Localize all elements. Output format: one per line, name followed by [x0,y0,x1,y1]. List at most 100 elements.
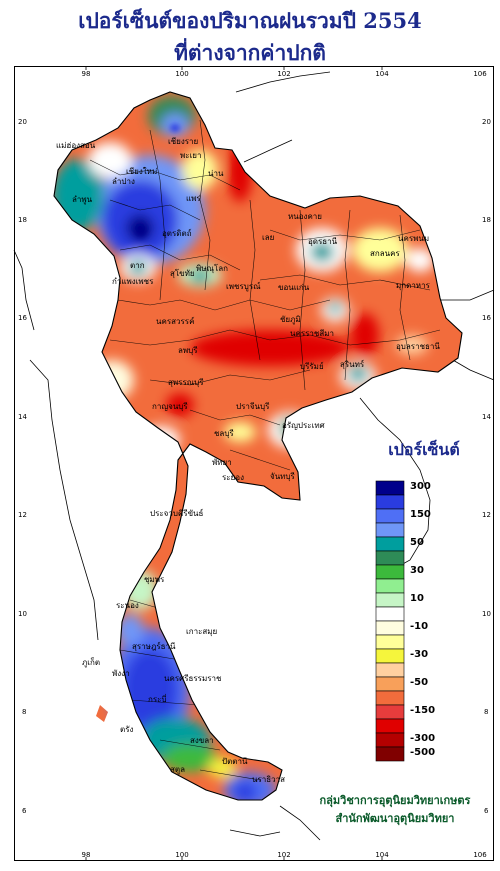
province-label: ลำพูน [72,195,93,205]
province-label: สตูล [170,765,185,775]
legend-label: 30 [410,565,424,576]
province-label: เลย [262,233,274,242]
right-tick: 6 [484,807,489,815]
map-frame [14,66,494,861]
province-label: ขอนแก่น [278,283,310,292]
legend-title: เปอร์เซ็นต์ [388,438,459,459]
province-label: แพร่ [186,194,201,203]
legend-swatch [375,704,405,720]
province-label: ปัตตานี [222,757,248,766]
right-tick: 20 [482,118,491,126]
legend-swatch [375,732,405,748]
legend-swatch [375,550,405,566]
legend-label: -10 [410,621,428,632]
province-label: ระยอง [222,473,244,482]
province-label: สงขลา [190,736,214,745]
axis-ticks: 98 100 102 104 106 98 100 102 104 106 20… [18,70,491,859]
province-label: ตาก [130,261,145,270]
legend-label: 50 [410,537,424,548]
province-label: อุตรดิตถ์ [162,228,192,238]
map-title-line2: ที่ต่างจากค่าปกติ [174,40,326,65]
province-label: ชลบุรี [214,429,234,438]
province-label: ระนอง [116,601,139,610]
legend-swatch [375,662,405,678]
province-label: บุรีรัมย์ [300,361,324,371]
legend-swatch [375,746,405,762]
province-label: นครสวรรค์ [156,316,194,326]
bottom-tick: 106 [473,851,487,859]
legend-swatch [375,690,405,706]
right-tick: 10 [482,610,491,618]
bottom-tick: 102 [277,851,290,859]
top-tick: 106 [473,70,487,78]
province-label: ตรัง [120,725,133,734]
bottom-tick: 98 [82,851,91,859]
province-label: กำแพงเพชร [112,277,154,286]
left-tick: 16 [18,314,27,322]
left-tick: 18 [18,216,27,224]
province-label: นครศรีธรรมราช [164,674,222,683]
legend-swatch [375,508,405,524]
left-tick: 8 [22,708,26,716]
legend-swatch [375,606,405,622]
province-label: ลพบุรี [178,346,198,355]
province-label: สุพรรณบุรี [168,378,204,387]
province-label: อรัญประเทศ [282,421,325,430]
province-label: แม่ฮ่องสอน [56,141,96,150]
legend: 300 150 50 30 10 -10 -30 -50 -150 -300 -500 [375,480,435,762]
province-label: ชัยภูมิ [280,315,301,325]
bottom-tick: 104 [375,851,389,859]
legend-swatch [375,480,405,496]
province-label: ปราจีนบุรี [236,402,270,411]
legend-label: -30 [410,649,428,660]
left-tick: 14 [18,413,27,421]
province-label: ชุมพร [144,575,165,584]
bottom-tick: 100 [175,851,188,859]
province-label: กาญจนบุรี [152,402,188,411]
right-tick: 16 [482,314,491,322]
legend-swatch [375,536,405,552]
right-tick: 14 [482,413,491,421]
province-label: ประจวบคีรีขันธ์ [150,508,204,518]
left-tick: 6 [22,807,27,815]
right-tick: 12 [482,511,491,519]
legend-swatch [375,494,405,510]
province-label: ภูเก็ต [82,657,100,668]
legend-swatch [375,592,405,608]
legend-label: -50 [410,677,428,688]
province-label: พังงา [112,669,130,678]
top-tick: 102 [277,70,290,78]
top-tick: 100 [175,70,188,78]
legend-label: -300 [410,733,435,744]
neighbour-borders [13,71,495,841]
province-label: พะเยา [180,151,201,160]
legend-swatch [375,620,405,636]
legend-swatch [375,522,405,538]
legend-label: -500 [410,747,435,758]
left-tick: 20 [18,118,27,126]
province-label: นราธิวาส [252,775,285,784]
province-label: น่าน [208,169,224,178]
left-tick: 10 [18,610,27,618]
right-tick: 18 [482,216,491,224]
province-label: เชียงราย [168,137,198,146]
legend-swatch [375,676,405,692]
top-tick: 104 [375,70,389,78]
right-tick: 8 [484,708,488,716]
legend-swatch [375,718,405,734]
province-label: นครพนม [398,234,429,243]
legend-swatch [375,564,405,580]
province-label: พัทยา [212,458,232,467]
province-label: หนองคาย [288,212,322,221]
legend-swatch [375,634,405,650]
province-label: อุดรธานี [308,237,338,246]
left-tick: 12 [18,511,27,519]
province-label: จันทบุรี [270,472,296,481]
legend-label: -150 [410,705,435,716]
province-label: เพชรบูรณ์ [226,281,261,292]
province-label: พิษณุโลก [196,263,228,273]
province-label: อุบลราชธานี [396,342,440,351]
legend-swatch [375,578,405,594]
